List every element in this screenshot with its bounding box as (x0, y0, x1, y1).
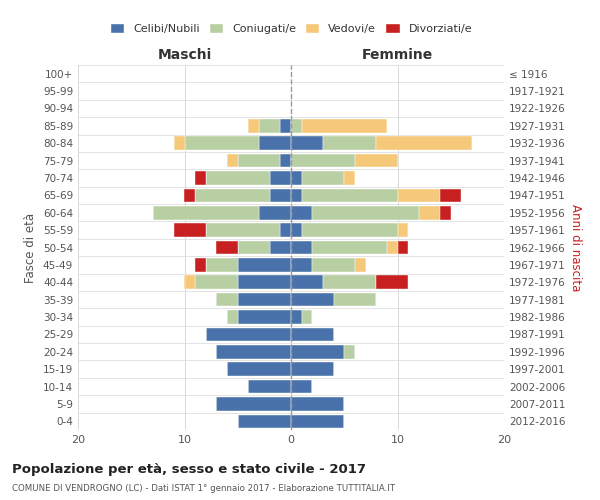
Bar (206, 258, 238, 272)
Bar (376, 276, 408, 289)
Bar (323, 276, 376, 289)
Y-axis label: Fasce di età: Fasce di età (25, 212, 37, 282)
Bar (291, 224, 302, 237)
Bar (291, 258, 313, 272)
Bar (302, 171, 344, 185)
Bar (440, 188, 461, 202)
Bar (238, 276, 291, 289)
Bar (313, 206, 419, 220)
Text: COMUNE DI VENDROGNO (LC) - Dati ISTAT 1° gennaio 2017 - Elaborazione TUTTITALIA.: COMUNE DI VENDROGNO (LC) - Dati ISTAT 1°… (12, 484, 395, 493)
Bar (227, 362, 291, 376)
Legend: Celibi/Nubili, Coniugati/e, Vedovi/e, Divorziati/e: Celibi/Nubili, Coniugati/e, Vedovi/e, Di… (107, 20, 475, 37)
Text: Femmine: Femmine (362, 48, 433, 62)
Bar (344, 171, 355, 185)
Bar (291, 206, 313, 220)
Bar (291, 397, 344, 410)
Bar (152, 206, 259, 220)
Bar (291, 362, 334, 376)
Bar (185, 188, 195, 202)
Bar (217, 397, 291, 410)
Bar (174, 224, 206, 237)
Bar (291, 293, 334, 306)
Bar (291, 136, 323, 150)
Bar (291, 276, 323, 289)
Bar (259, 136, 291, 150)
Bar (291, 345, 344, 358)
Bar (398, 188, 440, 202)
Bar (440, 206, 451, 220)
Bar (291, 119, 302, 132)
Bar (280, 224, 291, 237)
Bar (270, 240, 291, 254)
Bar (387, 240, 398, 254)
Bar (238, 293, 291, 306)
Bar (302, 119, 387, 132)
Bar (334, 293, 376, 306)
Bar (185, 136, 259, 150)
Bar (185, 276, 195, 289)
Bar (291, 328, 334, 341)
Bar (302, 224, 398, 237)
Bar (238, 240, 270, 254)
Bar (238, 154, 280, 168)
Text: Popolazione per età, sesso e stato civile - 2017: Popolazione per età, sesso e stato civil… (12, 462, 366, 475)
Bar (291, 171, 302, 185)
Bar (291, 310, 302, 324)
Bar (302, 188, 398, 202)
Bar (248, 119, 259, 132)
Bar (323, 136, 376, 150)
Bar (280, 154, 291, 168)
Bar (238, 414, 291, 428)
Bar (313, 240, 387, 254)
Bar (206, 328, 291, 341)
Bar (291, 380, 313, 394)
Bar (217, 293, 238, 306)
Bar (313, 258, 355, 272)
Bar (270, 171, 291, 185)
Bar (398, 224, 408, 237)
Bar (195, 258, 206, 272)
Bar (227, 154, 238, 168)
Bar (248, 380, 291, 394)
Bar (195, 276, 238, 289)
Bar (291, 188, 302, 202)
Bar (206, 171, 270, 185)
Bar (217, 240, 238, 254)
Bar (355, 154, 398, 168)
Text: Maschi: Maschi (157, 48, 212, 62)
Bar (291, 414, 344, 428)
Bar (291, 240, 313, 254)
Bar (270, 188, 291, 202)
Bar (259, 119, 280, 132)
Bar (398, 240, 408, 254)
Bar (280, 119, 291, 132)
Bar (376, 136, 472, 150)
Bar (259, 206, 291, 220)
Bar (238, 310, 291, 324)
Bar (195, 188, 270, 202)
Bar (344, 345, 355, 358)
Y-axis label: Anni di nascita: Anni di nascita (569, 204, 582, 291)
Bar (302, 310, 312, 324)
Bar (206, 224, 280, 237)
Bar (227, 310, 238, 324)
Bar (174, 136, 185, 150)
Bar (238, 258, 291, 272)
Bar (355, 258, 365, 272)
Bar (291, 154, 355, 168)
Bar (195, 171, 206, 185)
Bar (217, 345, 291, 358)
Bar (419, 206, 440, 220)
